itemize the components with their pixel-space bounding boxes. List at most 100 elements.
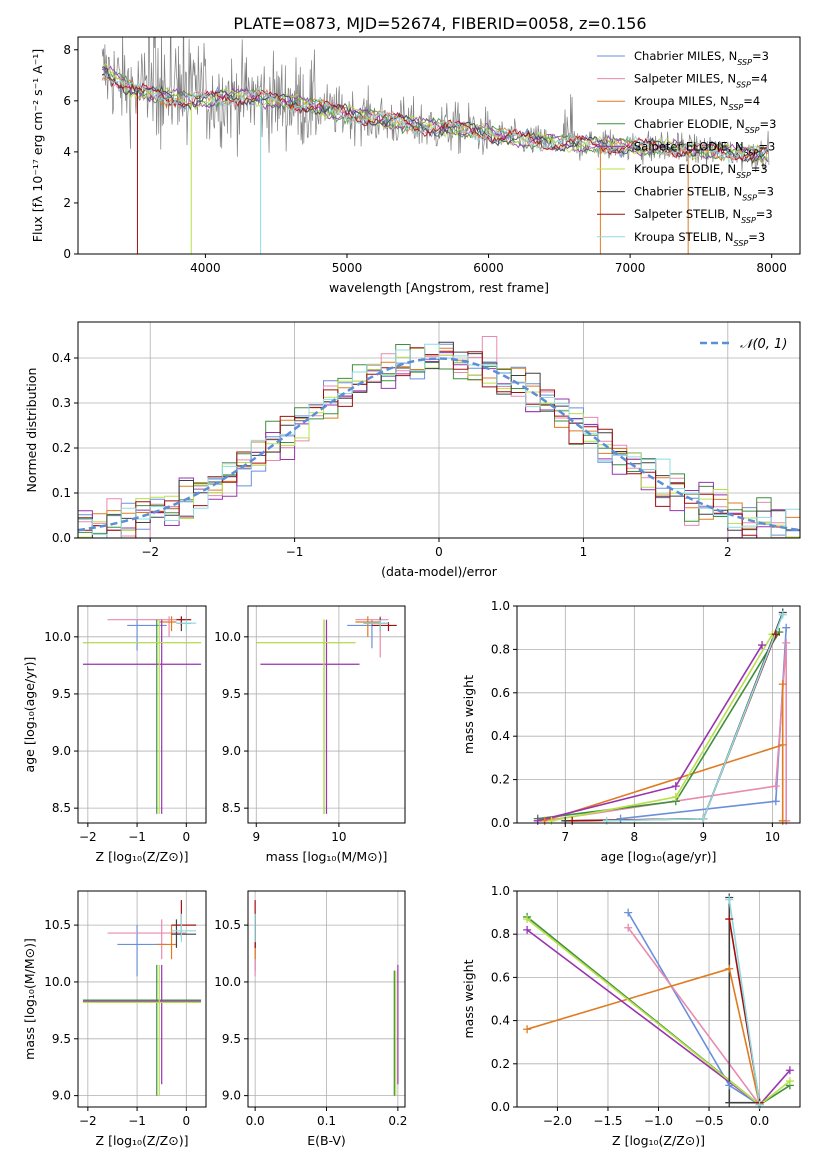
page-title: PLATE=0873, MJD=52674, FIBERID=0058, z=0…	[233, 14, 646, 33]
y-tick-label: 10.0	[44, 630, 71, 644]
x-tick-label: −2.0	[543, 1114, 572, 1128]
x-tick-label: 10	[765, 830, 780, 844]
y-tick-label: 6	[63, 94, 71, 108]
x-axis-label: (data-model)/error	[381, 564, 498, 579]
weight-line	[606, 614, 784, 822]
legend-label: Salpeter ELODIE, NSSP=3	[634, 139, 775, 157]
x-tick-label: 2	[724, 545, 732, 559]
x-axis-label: Z [log₁₀(Z/Z⊙)]	[612, 1133, 705, 1148]
y-tick-label: 10.0	[44, 975, 71, 989]
y-tick-label: 9.0	[222, 1089, 241, 1103]
x-tick-label: 8	[631, 830, 639, 844]
y-tick-label: 9.5	[52, 687, 71, 701]
y-tick-label: 9.5	[222, 687, 241, 701]
y-tick-label: 0.0	[52, 531, 71, 545]
panel-weight_vs_Z: −2.0 −1.5 −1.0 −0.5 0.0 0.0 0.2 0.4 0.6 0.8 1.0 Z […	[461, 884, 801, 1148]
plot-area	[78, 336, 800, 538]
weight-line	[544, 684, 784, 822]
plot-area	[254, 900, 399, 1096]
y-tick-label: 9.0	[222, 744, 241, 758]
model-spectrum-line	[101, 73, 769, 165]
x-tick-label: 8000	[756, 261, 787, 275]
y-tick-label: 4	[63, 145, 71, 159]
weight-marker	[699, 814, 708, 823]
y-axis-label: mass weight	[461, 959, 476, 1038]
weight-marker	[624, 923, 633, 932]
y-tick-label: 0.6	[491, 686, 510, 700]
x-tick-label: 10	[331, 830, 346, 844]
x-tick-label: 0.1	[317, 1114, 336, 1128]
weight-marker	[523, 915, 532, 924]
plot-area	[101, 37, 770, 254]
panel-weight_vs_age: 7 8 9 10 0.0 0.2 0.4 0.6 0.8 1.0 age [log₁₀(age/yr…	[461, 599, 801, 864]
legend-label: Kroupa MILES, NSSP=4	[634, 94, 760, 112]
y-tick-label: 10.5	[214, 918, 241, 932]
weight-marker	[725, 915, 734, 924]
x-tick-label: 0	[182, 1114, 190, 1128]
y-axis-label: Flux [fλ 10⁻¹⁷ erg cm⁻² s⁻¹ A⁻¹]	[30, 49, 45, 242]
x-tick-label: 0.2	[388, 1114, 407, 1128]
weight-marker	[602, 816, 611, 825]
x-tick-label: 7000	[615, 261, 646, 275]
y-tick-label: 8.5	[222, 801, 241, 815]
weight-marker	[523, 925, 532, 934]
weight-marker	[624, 908, 633, 917]
legend-label: Salpeter STELIB, NSSP=3	[634, 207, 773, 225]
weight-marker	[671, 792, 680, 801]
legend-label: Chabrier ELODIE, NSSP=3	[634, 117, 776, 135]
x-axis-label: age [log₁₀(age/yr)]	[601, 849, 717, 864]
y-axis-label: age [log₁₀(age/yr)]	[22, 657, 37, 773]
legend-label: Kroupa STELIB, NSSP=3	[634, 230, 765, 248]
y-tick-label: 10.0	[214, 975, 241, 989]
weight-marker	[782, 623, 791, 632]
y-tick-label: 0.6	[491, 970, 510, 984]
y-tick-label: 1.0	[491, 599, 510, 613]
weight-line	[728, 899, 761, 1105]
y-tick-label: 1.0	[491, 884, 510, 898]
panel-mass_vs_EBV: 0.0 0.1 0.2 9.0 9.5 10.0 10.5 E(B-V)	[214, 890, 407, 1148]
weight-marker	[778, 610, 787, 619]
x-tick-label: −1	[286, 545, 304, 559]
weight-marker	[771, 782, 780, 791]
weight-marker	[616, 814, 625, 823]
x-tick-label: −1.0	[644, 1114, 673, 1128]
y-tick-label: 9.0	[52, 1089, 71, 1103]
weight-marker	[725, 1098, 734, 1107]
x-tick-label: 0	[435, 545, 443, 559]
x-tick-label: 1	[580, 545, 588, 559]
x-tick-label: 7	[561, 830, 569, 844]
model-spectrum-line	[101, 73, 769, 161]
y-tick-label: 9.5	[52, 1032, 71, 1046]
weight-marker	[778, 740, 787, 749]
axes-frame	[516, 890, 801, 1108]
y-tick-label: 0.2	[491, 773, 510, 787]
weight-marker	[671, 782, 680, 791]
weight-line	[526, 967, 761, 1105]
x-tick-label: −1	[128, 830, 146, 844]
x-tick-label: −1	[128, 1114, 146, 1128]
weight-marker	[725, 964, 734, 973]
y-tick-label: 0	[63, 247, 71, 261]
x-tick-label: 9	[700, 830, 708, 844]
legend-label: 𝒩(0, 1)	[740, 337, 787, 352]
x-tick-label: 5000	[332, 261, 363, 275]
x-tick-label: 0.0	[246, 1114, 265, 1128]
panel-mass_vs_Z: −2 −1 0 9.0 9.5 10.0 10.5 Z [log₁₀(Z/Z⊙)] mass […	[22, 890, 207, 1148]
x-tick-label: −1.5	[593, 1114, 622, 1128]
y-tick-label: 0.2	[491, 1057, 510, 1071]
x-tick-label: −0.5	[694, 1114, 723, 1128]
y-tick-label: 0.3	[52, 396, 71, 410]
weight-line	[572, 633, 777, 822]
y-tick-label: 0.0	[491, 816, 510, 830]
x-axis-label: Z [log₁₀(Z/Z⊙)]	[96, 849, 189, 864]
weight-marker	[523, 1025, 532, 1034]
x-tick-label: −2	[141, 545, 159, 559]
weight-marker	[725, 1081, 734, 1090]
y-tick-label: 9.0	[52, 744, 71, 758]
y-tick-label: 0.0	[491, 1100, 510, 1114]
model-spectrum-line	[101, 66, 769, 164]
y-tick-label: 0.1	[52, 486, 71, 500]
plot-area	[82, 616, 202, 814]
x-tick-label: 6000	[473, 261, 504, 275]
y-tick-label: 8	[63, 43, 71, 57]
